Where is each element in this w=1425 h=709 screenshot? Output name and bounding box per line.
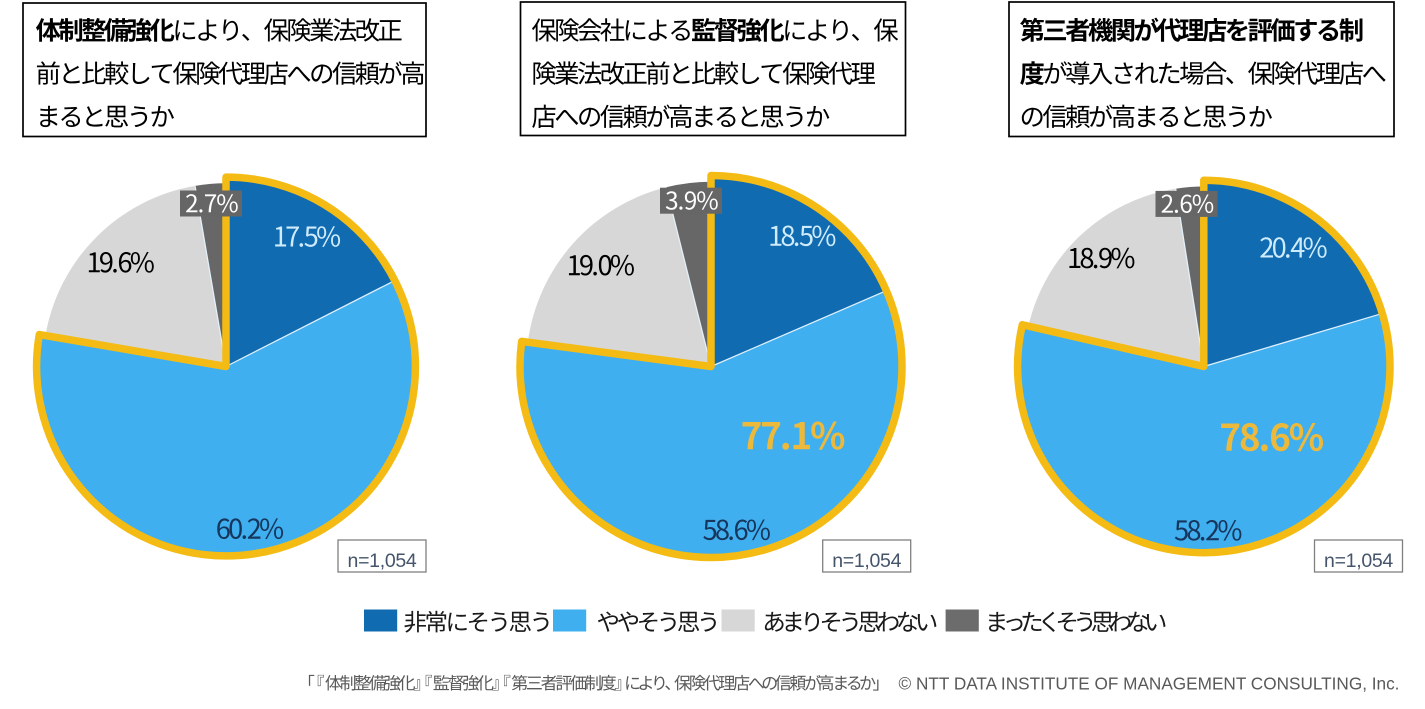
svg-text:© NTT DATA INSTITUTE OF MANAGE: © NTT DATA INSTITUTE OF MANAGEMENT CONSU… (899, 673, 1400, 693)
svg-text:n=1,054: n=1,054 (348, 550, 417, 572)
svg-text:n=1,054: n=1,054 (832, 550, 901, 572)
svg-text:n=1,054: n=1,054 (1324, 550, 1393, 572)
